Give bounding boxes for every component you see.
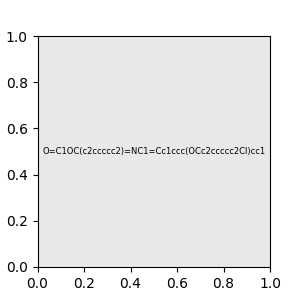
Text: O=C1OC(c2ccccc2)=NC1=Cc1ccc(OCc2ccccc2Cl)cc1: O=C1OC(c2ccccc2)=NC1=Cc1ccc(OCc2ccccc2Cl… bbox=[42, 147, 265, 156]
